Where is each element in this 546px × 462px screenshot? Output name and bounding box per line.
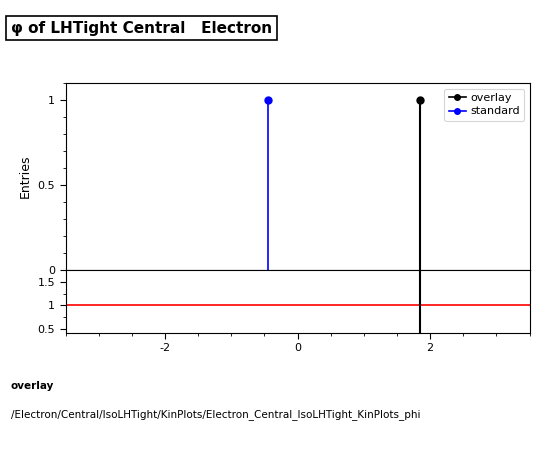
Text: overlay: overlay — [11, 381, 54, 391]
Legend: overlay, standard: overlay, standard — [444, 89, 524, 121]
Text: /Electron/Central/IsoLHTight/KinPlots/Electron_Central_IsoLHTight_KinPlots_phi: /Electron/Central/IsoLHTight/KinPlots/El… — [11, 409, 420, 420]
Y-axis label: Entries: Entries — [19, 155, 32, 199]
Text: φ of LHTight Central   Electron: φ of LHTight Central Electron — [11, 21, 272, 36]
